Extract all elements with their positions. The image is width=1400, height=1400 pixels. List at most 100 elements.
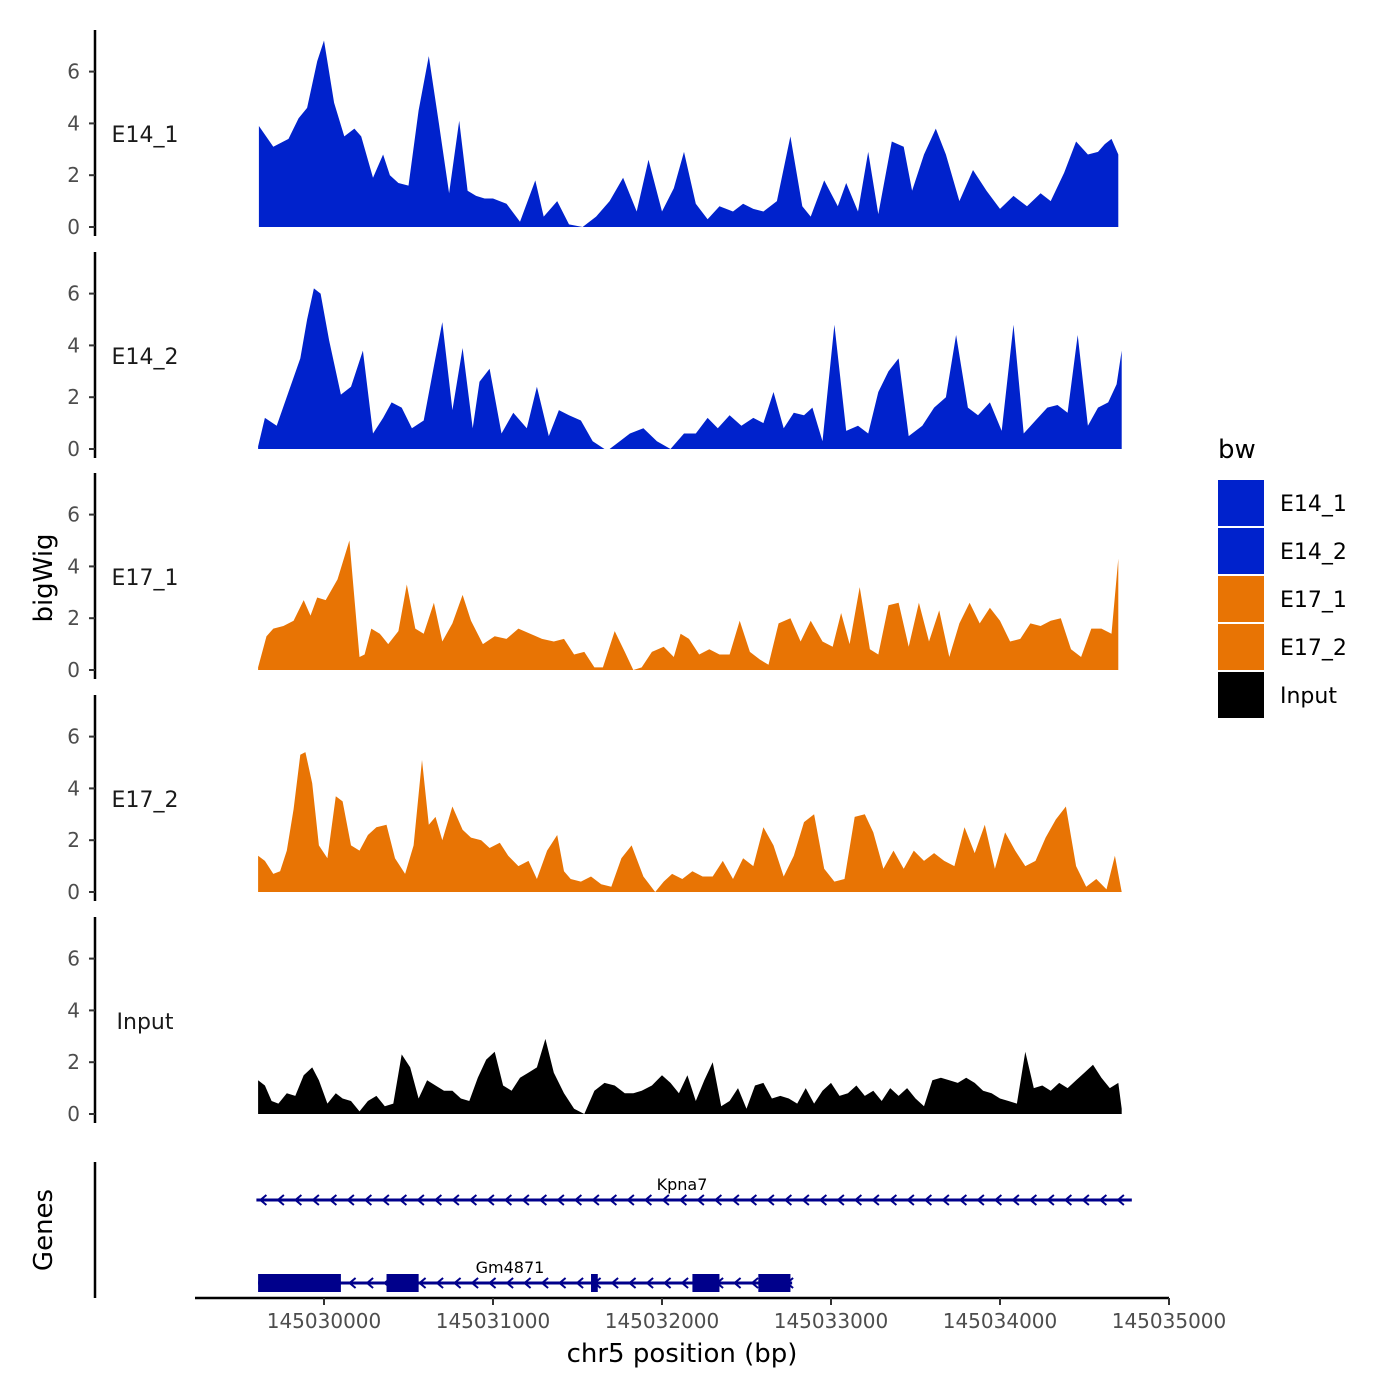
- strand-arrow: [941, 1194, 950, 1206]
- strand-arrow: [468, 1194, 478, 1206]
- strand-arrow: [453, 1277, 462, 1289]
- legend-swatch: [1218, 480, 1264, 526]
- y-axis-title: bigWig: [29, 533, 59, 622]
- strand-arrow: [276, 1194, 285, 1206]
- strand-arrow: [558, 1277, 567, 1289]
- x-tick-label: 145031000: [436, 1309, 551, 1333]
- strand-arrow: [871, 1194, 880, 1206]
- legend-label: E17_1: [1280, 588, 1347, 613]
- panel-input: 0 2 4 6 Input: [67, 917, 1122, 1126]
- strand-arrow: [381, 1194, 390, 1206]
- strand-arrow: [608, 1194, 618, 1206]
- strand-arrow: [976, 1194, 985, 1206]
- y-tick-label: 0: [67, 215, 80, 239]
- gene-gm4871: Gm4871: [258, 1258, 794, 1292]
- strand-arrow: [293, 1194, 303, 1206]
- x-tick-label: 145034000: [943, 1309, 1058, 1333]
- panel-label: E14_2: [112, 345, 179, 370]
- y-tick-label: 2: [67, 828, 80, 852]
- strand-arrow: [748, 1194, 758, 1206]
- panel-e14-1: 0 2 4 6 E14_1: [67, 30, 1119, 239]
- y-tick-label: 0: [67, 658, 80, 682]
- strand-arrow: [923, 1194, 933, 1206]
- legend-swatch: [1218, 624, 1264, 670]
- x-tick-label: 145033000: [774, 1309, 889, 1333]
- panel-e14-2: 0 2 4 6 E14_2: [67, 252, 1122, 461]
- strand-arrow: [801, 1194, 810, 1206]
- strand-arrow: [505, 1277, 514, 1289]
- strand-arrow: [365, 1277, 374, 1289]
- area-e17-2: [258, 752, 1122, 892]
- strand-arrow: [958, 1194, 968, 1206]
- genes-axis-title: Genes: [29, 1189, 59, 1271]
- area-e14-1: [258, 40, 1119, 227]
- y-tick-label: 0: [67, 880, 80, 904]
- strand-arrow: [398, 1194, 408, 1206]
- strand-arrow: [993, 1194, 1003, 1206]
- panel-label: E14_1: [112, 123, 179, 148]
- strand-arrow: [363, 1194, 373, 1206]
- strand-arrow: [1116, 1194, 1125, 1206]
- y-tick-label: 4: [67, 554, 80, 578]
- strand-arrow: [888, 1194, 898, 1206]
- strand-arrow: [486, 1194, 495, 1206]
- strand-arrow: [328, 1194, 338, 1206]
- strand-arrow: [538, 1194, 548, 1206]
- panel-label: Input: [117, 1010, 174, 1035]
- legend-title: bw: [1218, 435, 1256, 465]
- y-tick-label: 6: [67, 60, 80, 84]
- y-tick-label: 2: [67, 163, 80, 187]
- area-e17-1: [258, 540, 1119, 670]
- y-tick-label: 4: [67, 998, 80, 1022]
- strand-arrow: [575, 1277, 584, 1289]
- strand-arrow: [591, 1194, 600, 1206]
- strand-arrow: [540, 1277, 549, 1289]
- strand-arrow: [1046, 1194, 1055, 1206]
- y-tick-label: 4: [67, 333, 80, 357]
- strand-arrow: [713, 1194, 723, 1206]
- y-tick-label: 2: [67, 385, 80, 409]
- strand-arrow: [418, 1277, 427, 1289]
- y-tick-label: 2: [67, 1050, 80, 1074]
- strand-arrow: [556, 1194, 565, 1206]
- strand-arrow: [573, 1194, 583, 1206]
- panel-e17-2: 0 2 4 6 E17_2: [67, 695, 1122, 904]
- strand-arrow: [258, 1194, 268, 1206]
- legend-label: Input: [1280, 684, 1337, 709]
- strand-arrow: [766, 1194, 775, 1206]
- exon-block: [758, 1274, 791, 1292]
- x-tick-label: 145035000: [1112, 1309, 1227, 1333]
- strand-arrow: [643, 1194, 653, 1206]
- strand-arrow: [1081, 1194, 1090, 1206]
- legend-swatch: [1218, 528, 1264, 574]
- strand-arrow: [435, 1277, 444, 1289]
- strand-arrow: [1063, 1194, 1073, 1206]
- legend-label: E17_2: [1280, 636, 1347, 661]
- legend-swatch: [1218, 576, 1264, 622]
- strand-arrow: [696, 1194, 705, 1206]
- strand-arrow: [783, 1194, 793, 1206]
- strand-arrow: [451, 1194, 460, 1206]
- strand-arrow: [346, 1194, 355, 1206]
- strand-arrow: [661, 1194, 670, 1206]
- strand-arrow: [1011, 1194, 1020, 1206]
- y-tick-label: 6: [67, 947, 80, 971]
- x-tick-label: 145032000: [605, 1309, 720, 1333]
- legend-label: E14_1: [1280, 492, 1347, 517]
- y-tick-label: 6: [67, 282, 80, 306]
- x-axis-title: chr5 position (bp): [567, 1339, 798, 1369]
- strand-arrow: [521, 1194, 530, 1206]
- legend-swatch: [1218, 672, 1264, 718]
- strand-arrow: [628, 1277, 637, 1289]
- strand-arrow: [678, 1194, 688, 1206]
- panel-label: E17_2: [112, 788, 179, 813]
- strand-arrow: [680, 1277, 689, 1289]
- y-tick-label: 6: [67, 725, 80, 749]
- x-axis: 145030000 145031000 145032000 145033000 1450…: [195, 1296, 1227, 1333]
- y-tick-label: 2: [67, 606, 80, 630]
- strand-arrow: [1028, 1194, 1038, 1206]
- strand-arrow: [853, 1194, 863, 1206]
- y-tick-label: 4: [67, 776, 80, 800]
- exon-block: [692, 1274, 720, 1292]
